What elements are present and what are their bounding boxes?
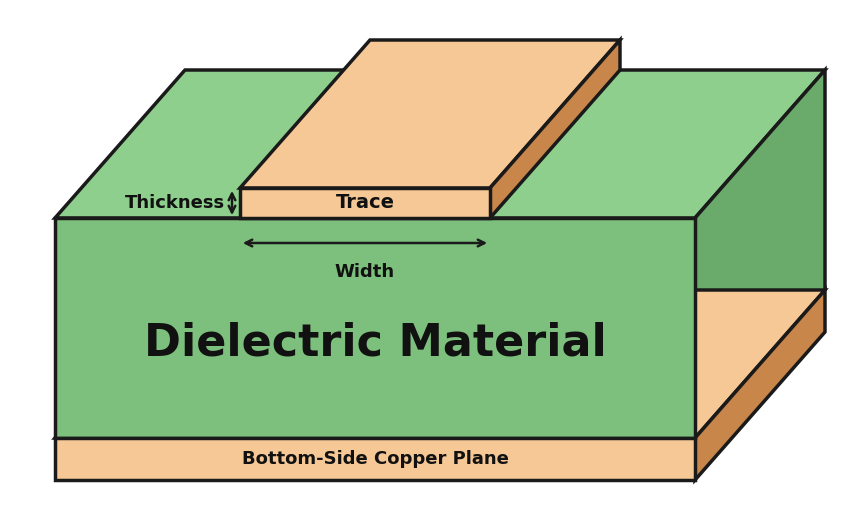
Polygon shape <box>55 218 695 438</box>
Polygon shape <box>695 290 825 480</box>
Text: Trace: Trace <box>335 194 395 212</box>
Text: Thickness: Thickness <box>125 194 225 212</box>
Text: Width: Width <box>335 263 395 281</box>
Polygon shape <box>240 188 490 218</box>
Polygon shape <box>55 70 825 218</box>
Polygon shape <box>490 40 620 218</box>
Polygon shape <box>240 40 620 188</box>
Text: Bottom-Side Copper Plane: Bottom-Side Copper Plane <box>242 450 508 468</box>
Polygon shape <box>695 70 825 438</box>
Text: Dielectric Material: Dielectric Material <box>144 322 607 365</box>
Polygon shape <box>55 290 825 438</box>
Polygon shape <box>55 438 695 480</box>
